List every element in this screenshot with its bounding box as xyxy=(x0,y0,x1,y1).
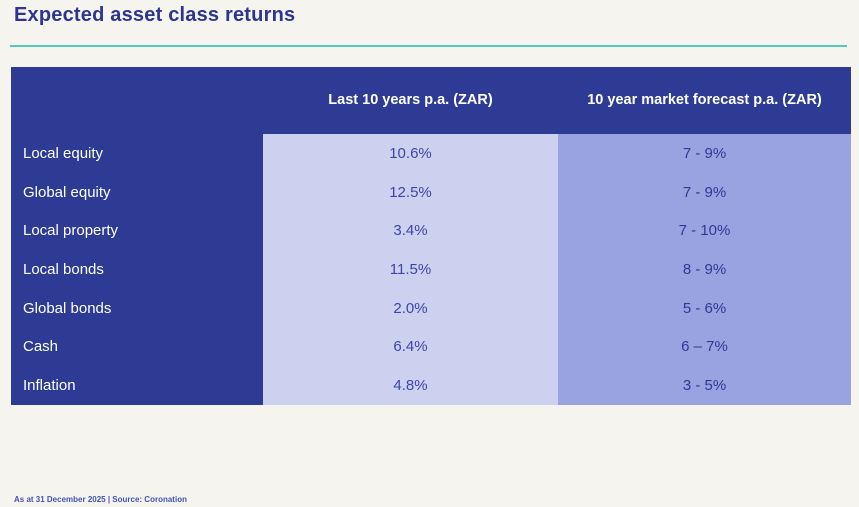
header-cell-last-10-years: Last 10 years p.a. (ZAR) xyxy=(328,91,493,108)
header-cell-forecast: 10 year market forecast p.a. (ZAR) xyxy=(587,91,822,108)
row-forecast-cell: 7 - 9% xyxy=(558,134,851,173)
row-last10-cell: 3.4% xyxy=(263,211,558,251)
table-row: Cash 6.4% 6 – 7% xyxy=(11,327,851,367)
row-label-cell: Global equity xyxy=(11,172,263,212)
row-label-cell: Local bonds xyxy=(11,250,263,289)
table-row: Global bonds 2.0% 5 - 6% xyxy=(11,288,851,328)
row-label-cell: Inflation xyxy=(11,366,263,406)
row-label-cell: Global bonds xyxy=(11,288,263,328)
row-forecast-cell: 6 – 7% xyxy=(558,327,851,367)
table-row: Global equity 12.5% 7 - 9% xyxy=(11,172,851,212)
row-forecast-cell: 3 - 5% xyxy=(558,366,851,406)
asset-returns-table: Last 10 years p.a. (ZAR) 10 year market … xyxy=(11,67,851,406)
table-body: Local equity 10.6% 7 - 9% Global equity … xyxy=(11,134,851,406)
row-last10-cell: 4.8% xyxy=(263,366,558,406)
row-forecast-cell: 7 - 10% xyxy=(558,211,851,251)
title-underline-rule xyxy=(10,45,847,47)
table-header-row: Last 10 years p.a. (ZAR) 10 year market … xyxy=(11,67,851,134)
row-last10-cell: 10.6% xyxy=(263,134,558,173)
table-row: Local property 3.4% 7 - 10% xyxy=(11,211,851,251)
row-label-cell: Cash xyxy=(11,327,263,367)
table-row: Inflation 4.8% 3 - 5% xyxy=(11,366,851,406)
table-row: Local equity 10.6% 7 - 9% xyxy=(11,134,851,173)
row-last10-cell: 11.5% xyxy=(263,250,558,289)
footer-source-note: As at 31 December 2025 | Source: Coronat… xyxy=(14,495,187,504)
row-label-cell: Local equity xyxy=(11,134,263,173)
page-title: Expected asset class returns xyxy=(14,4,296,26)
row-label-cell: Local property xyxy=(11,211,263,251)
row-last10-cell: 6.4% xyxy=(263,327,558,367)
header-cell-empty xyxy=(11,67,263,134)
row-forecast-cell: 8 - 9% xyxy=(558,250,851,289)
row-last10-cell: 12.5% xyxy=(263,172,558,212)
table-row: Local bonds 11.5% 8 - 9% xyxy=(11,250,851,289)
row-last10-cell: 2.0% xyxy=(263,288,558,328)
row-forecast-cell: 5 - 6% xyxy=(558,288,851,328)
row-forecast-cell: 7 - 9% xyxy=(558,172,851,212)
